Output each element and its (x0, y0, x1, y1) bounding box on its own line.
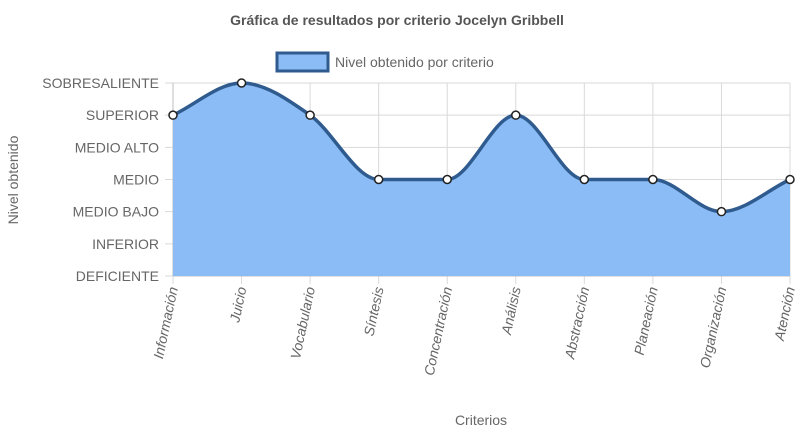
data-point[interactable] (511, 110, 521, 120)
y-axis-ticks: DEFICIENTE INFERIOR MEDIO BAJO MEDIO MEDIO A… (42, 75, 159, 284)
x-tick-label: Juicio (226, 285, 249, 325)
data-point[interactable] (236, 78, 247, 88)
y-tick-label: INFERIOR (92, 236, 159, 252)
data-point[interactable] (716, 206, 727, 217)
y-tick-label: MEDIO BAJO (73, 204, 159, 220)
x-tick-label: Vocabulario (287, 285, 318, 360)
x-axis-title: Criterios (455, 412, 507, 428)
data-point[interactable] (168, 110, 178, 120)
data-point[interactable] (785, 174, 795, 185)
series-area-fill (173, 83, 790, 276)
x-tick-label: Planeación (631, 285, 661, 356)
data-point[interactable] (305, 110, 315, 120)
legend[interactable]: Nivel obtenido por criterio (275, 51, 494, 73)
data-point[interactable] (373, 174, 384, 185)
x-tick-label: Análisis (498, 285, 524, 337)
y-tick-label: SUPERIOR (86, 107, 159, 123)
data-point[interactable] (648, 174, 658, 185)
y-tick-label: MEDIO (113, 172, 159, 188)
y-tick-label: MEDIO ALTO (75, 139, 159, 155)
y-axis-title: Nivel obtenido (5, 135, 21, 224)
series-line (172, 81, 791, 214)
x-tick-label: Abstracción (561, 285, 592, 361)
y-tick-label: DEFICIENTE (76, 268, 159, 284)
x-tick-label: Atención (771, 285, 795, 343)
x-tick-label: Información (150, 285, 181, 360)
legend-label: Nivel obtenido por criterio (335, 54, 494, 70)
legend-swatch (275, 51, 330, 73)
data-point[interactable] (442, 174, 452, 185)
x-tick-label: Organización (697, 285, 730, 369)
x-tick-label: Concentración (421, 285, 455, 377)
data-point[interactable] (579, 174, 590, 185)
x-tick-label: Síntesis (361, 285, 387, 337)
y-tick-label: SOBRESALIENTE (42, 75, 159, 91)
plot-area (172, 81, 791, 276)
chart-title: Gráfica de resultados por criterio Jocel… (230, 12, 564, 28)
data-points (168, 78, 795, 217)
x-axis-ticks: Información Juicio Vocabulario Síntesis Conc… (150, 285, 795, 377)
